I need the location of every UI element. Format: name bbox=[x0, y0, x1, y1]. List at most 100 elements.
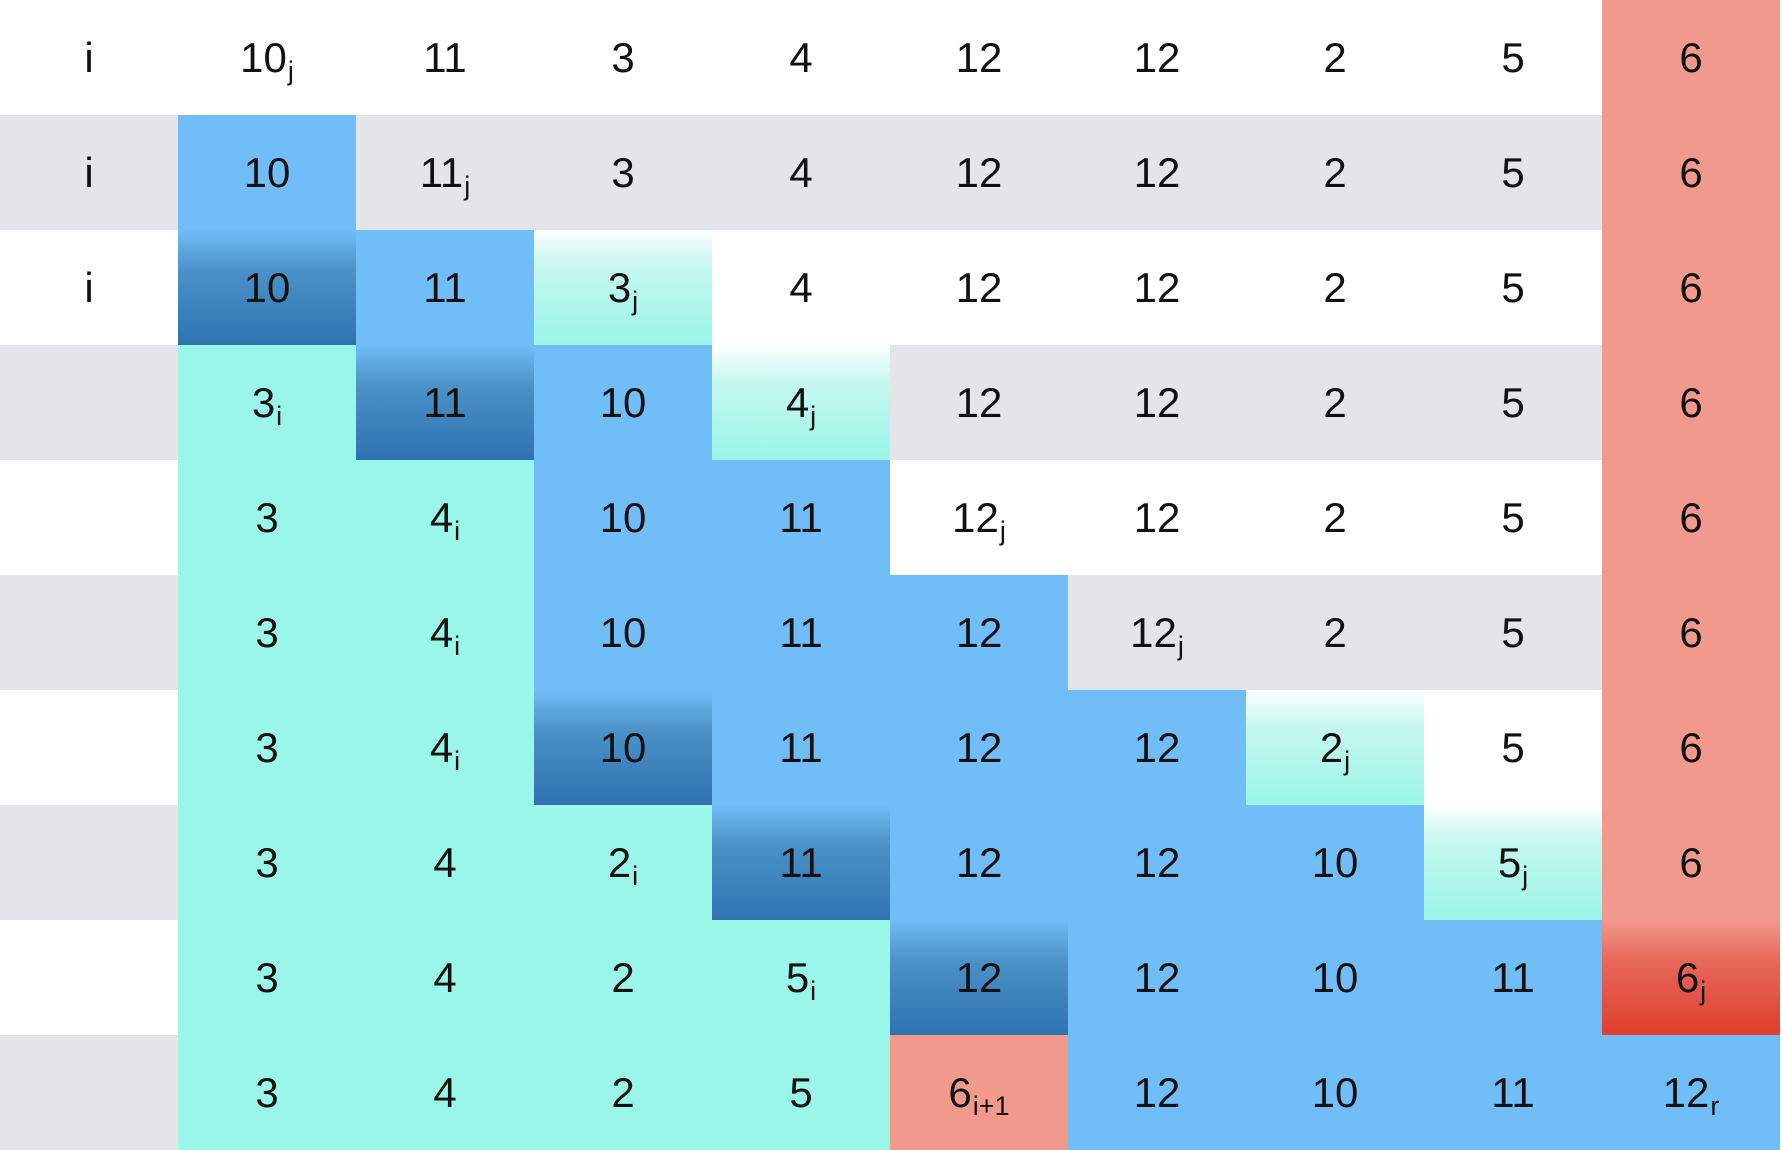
array-cell: 3 bbox=[178, 1035, 356, 1150]
cell-index-subscript: j bbox=[1700, 976, 1707, 1006]
cell-value: 11 bbox=[779, 493, 823, 541]
cell-index-subscript: i bbox=[810, 976, 817, 1006]
cell-value: 6 bbox=[1679, 378, 1703, 426]
cell-value: 10 bbox=[243, 263, 291, 311]
array-cell: 3 bbox=[178, 690, 356, 805]
array-cell: 2 bbox=[1246, 0, 1424, 115]
cell-value: 5 bbox=[1501, 148, 1525, 196]
cell-value: 5 bbox=[1501, 608, 1525, 656]
row-marker-label: i bbox=[84, 148, 94, 196]
array-cell: 3 bbox=[178, 920, 356, 1035]
array-cell: 6 bbox=[1602, 805, 1780, 920]
cell-value: 11 bbox=[1491, 953, 1535, 1001]
cell-value: 2 bbox=[1323, 148, 1347, 196]
array-cell: 3 bbox=[178, 805, 356, 920]
cell-value: 5 bbox=[785, 953, 810, 1001]
row-marker bbox=[0, 460, 178, 575]
cell-index-subscript: j bbox=[810, 401, 817, 431]
cell-value: 4 bbox=[429, 608, 454, 656]
array-cell: 5 bbox=[1424, 230, 1602, 345]
cell-value: 10 bbox=[599, 723, 647, 771]
row-marker bbox=[0, 575, 178, 690]
array-cell: 5 bbox=[1424, 115, 1602, 230]
row-marker-label: i bbox=[84, 263, 94, 311]
array-cell: 11 bbox=[1424, 1035, 1602, 1150]
cell-value: 5 bbox=[1501, 378, 1525, 426]
cell-value: 2 bbox=[1323, 33, 1347, 81]
array-cell: 3 bbox=[534, 0, 712, 115]
cell-value: 11 bbox=[423, 263, 467, 311]
array-cell: 12 bbox=[890, 575, 1068, 690]
array-cell: 11 bbox=[712, 805, 890, 920]
array-cell: 10 bbox=[534, 460, 712, 575]
cell-value: 10 bbox=[599, 608, 647, 656]
array-cell: 2 bbox=[1246, 345, 1424, 460]
cell-value: 3 bbox=[255, 723, 279, 771]
cell-value: 3 bbox=[255, 493, 279, 541]
cell-index-subscript: j bbox=[464, 171, 471, 201]
cell-index-subscript: i bbox=[454, 746, 461, 776]
cell-value: 6 bbox=[1679, 608, 1703, 656]
cell-value: 5 bbox=[1501, 723, 1525, 771]
array-cell: 6 bbox=[1602, 575, 1780, 690]
cell-value: 11 bbox=[779, 723, 823, 771]
cell-value: 3 bbox=[611, 148, 635, 196]
row-marker: i bbox=[0, 0, 178, 115]
cell-value: 12 bbox=[952, 493, 999, 541]
cell-value: 2 bbox=[1323, 263, 1347, 311]
cell-value: 12 bbox=[1133, 723, 1181, 771]
cell-value: 3 bbox=[251, 378, 276, 426]
cell-index-subscript: i bbox=[276, 401, 283, 431]
cell-value: 5 bbox=[1497, 838, 1522, 886]
cell-value: 11 bbox=[423, 378, 467, 426]
cell-value: 2 bbox=[611, 953, 635, 1001]
cell-value: 3 bbox=[607, 263, 632, 311]
cell-value: 11 bbox=[423, 33, 467, 81]
array-cell: 2 bbox=[1246, 115, 1424, 230]
cell-value: 6 bbox=[1679, 263, 1703, 311]
array-cell: 10 bbox=[1246, 805, 1424, 920]
cell-index-subscript: j bbox=[1344, 746, 1351, 776]
cell-value: 6 bbox=[1679, 148, 1703, 196]
array-cell: 12 bbox=[1068, 1035, 1246, 1150]
cell-value: 10 bbox=[1311, 838, 1359, 886]
cell-value: 12 bbox=[1133, 378, 1181, 426]
cell-value: 5 bbox=[1501, 263, 1525, 311]
cell-value: 6 bbox=[1679, 838, 1703, 886]
row-marker-label: i bbox=[84, 33, 94, 81]
cell-value: 12 bbox=[955, 953, 1003, 1001]
array-cell: 10 bbox=[1246, 920, 1424, 1035]
array-cell: 2 bbox=[1246, 230, 1424, 345]
cell-value: 12 bbox=[955, 33, 1003, 81]
array-cell: 12 bbox=[1068, 230, 1246, 345]
cell-value: 4 bbox=[789, 148, 813, 196]
cell-index-subscript: i bbox=[454, 631, 461, 661]
cell-value: 12 bbox=[955, 608, 1003, 656]
array-cell: 10 bbox=[1246, 1035, 1424, 1150]
array-cell: 12 bbox=[1068, 805, 1246, 920]
cell-index-subscript: i bbox=[454, 516, 461, 546]
cell-value: 4 bbox=[785, 378, 810, 426]
array-cell: 4 bbox=[356, 1035, 534, 1150]
cell-index-subscript: j bbox=[632, 286, 639, 316]
array-cell: 4 bbox=[356, 805, 534, 920]
array-cell: 6 bbox=[1602, 115, 1780, 230]
array-cell: 11 bbox=[712, 575, 890, 690]
array-cell: 10 bbox=[534, 345, 712, 460]
cell-index-subscript: j bbox=[287, 56, 294, 86]
array-cell: 12 r bbox=[1602, 1035, 1780, 1150]
cell-value: 2 bbox=[1323, 608, 1347, 656]
array-cell: 11 j bbox=[356, 115, 534, 230]
cell-value: 4 bbox=[429, 493, 454, 541]
array-cell: 12 bbox=[1068, 0, 1246, 115]
array-cell: 10 j bbox=[178, 0, 356, 115]
cell-index-subscript: i bbox=[632, 861, 639, 891]
array-cell: 10 bbox=[534, 690, 712, 805]
array-cell: 6 bbox=[1602, 0, 1780, 115]
array-cell: 6 bbox=[1602, 345, 1780, 460]
